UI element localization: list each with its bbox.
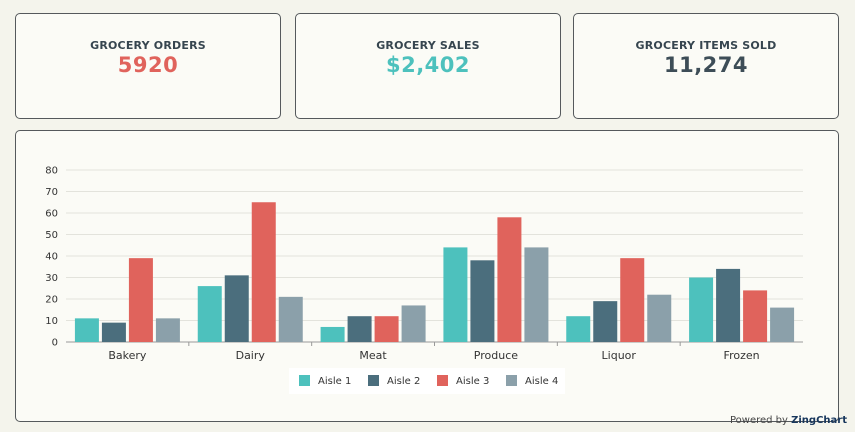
legend-swatch bbox=[437, 375, 448, 386]
bar-dairy-aisle-3 bbox=[251, 202, 276, 342]
category-label: Liquor bbox=[602, 349, 637, 362]
legend-swatch bbox=[299, 375, 310, 386]
bar-dairy-aisle-2 bbox=[224, 275, 249, 342]
y-tick-label: 10 bbox=[45, 316, 58, 327]
kpi-title: GROCERY SALES bbox=[376, 39, 480, 52]
powered-prefix: Powered by bbox=[729, 415, 788, 426]
bar-meat-aisle-3 bbox=[374, 316, 399, 342]
bar-liquor-aisle-1 bbox=[566, 316, 591, 342]
kpi-card-sales: GROCERY SALES $2,402 bbox=[295, 13, 561, 119]
bar-frozen-aisle-4 bbox=[770, 307, 795, 342]
y-tick-label: 50 bbox=[45, 230, 58, 241]
category-label: Meat bbox=[359, 349, 387, 362]
legend-swatch bbox=[506, 375, 517, 386]
bar-dairy-aisle-1 bbox=[197, 286, 222, 342]
kpi-card-orders: GROCERY ORDERS 5920 bbox=[15, 13, 281, 119]
bar-bakery-aisle-3 bbox=[128, 258, 153, 342]
y-tick-label: 60 bbox=[45, 209, 58, 220]
legend: Aisle 1 Aisle 2 Aisle 3 Aisle 4 bbox=[289, 368, 565, 394]
y-tick-label: 70 bbox=[45, 187, 58, 198]
bar-liquor-aisle-2 bbox=[593, 301, 618, 342]
powered-brand: ZingChart bbox=[791, 415, 847, 426]
powered-by-credit[interactable]: Powered by ZingChart bbox=[730, 415, 847, 426]
bar-bakery-aisle-2 bbox=[101, 322, 126, 342]
kpi-title: GROCERY ORDERS bbox=[90, 39, 206, 52]
kpi-value: 11,274 bbox=[663, 53, 749, 77]
bar-meat-aisle-2 bbox=[347, 316, 372, 342]
chart-card: 0 10 20 30 40 50 60 70 80 Bakery Dairy Meat Produce L… bbox=[15, 130, 839, 422]
y-tick-label: 80 bbox=[45, 166, 58, 177]
legend-box bbox=[289, 368, 565, 394]
bar-produce-aisle-4 bbox=[524, 247, 549, 342]
bar-frozen-aisle-1 bbox=[689, 277, 714, 342]
bar-produce-aisle-3 bbox=[497, 217, 522, 342]
bar-frozen-aisle-3 bbox=[743, 290, 768, 342]
kpi-value: 5920 bbox=[117, 53, 179, 77]
bar-liquor-aisle-3 bbox=[620, 258, 645, 342]
category-label: Produce bbox=[474, 349, 518, 362]
category-label: Dairy bbox=[236, 349, 266, 362]
category-label: Frozen bbox=[724, 349, 760, 362]
legend-label: Aisle 3 bbox=[456, 376, 489, 387]
legend-label: Aisle 4 bbox=[525, 376, 558, 387]
legend-label: Aisle 2 bbox=[387, 376, 420, 387]
category-label: Bakery bbox=[108, 349, 147, 362]
legend-label: Aisle 1 bbox=[318, 376, 351, 387]
bar-liquor-aisle-4 bbox=[647, 294, 672, 342]
bar-bakery-aisle-4 bbox=[155, 318, 180, 342]
bar-chart: 0 10 20 30 40 50 60 70 80 Bakery Dairy Meat Produce L… bbox=[45, 166, 803, 394]
bar-meat-aisle-4 bbox=[401, 305, 426, 342]
kpi-title: GROCERY ITEMS SOLD bbox=[635, 39, 777, 52]
y-tick-label: 30 bbox=[45, 273, 58, 284]
y-tick-label: 40 bbox=[45, 252, 58, 263]
bar-produce-aisle-2 bbox=[470, 260, 495, 342]
bar-bakery-aisle-1 bbox=[74, 318, 99, 342]
bar-meat-aisle-1 bbox=[320, 326, 345, 342]
y-tick-label: 20 bbox=[45, 295, 58, 306]
kpi-card-items-sold: GROCERY ITEMS SOLD 11,274 bbox=[573, 13, 839, 119]
y-tick-label: 0 bbox=[52, 338, 58, 349]
bar-produce-aisle-1 bbox=[443, 247, 468, 342]
legend-swatch bbox=[368, 375, 379, 386]
kpi-value: $2,402 bbox=[385, 53, 471, 77]
bar-frozen-aisle-2 bbox=[716, 268, 741, 342]
bar-dairy-aisle-4 bbox=[278, 296, 303, 342]
